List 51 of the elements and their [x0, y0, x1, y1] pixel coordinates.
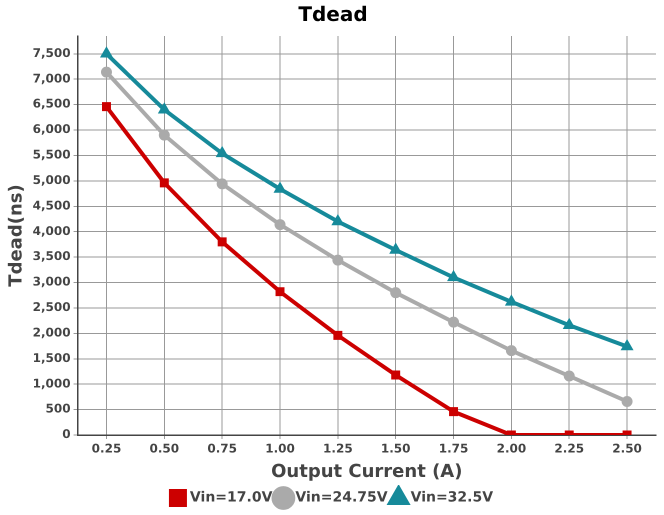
point — [100, 66, 112, 78]
point — [391, 370, 400, 380]
x-tick-label: 2.00 — [496, 441, 526, 456]
y-tick-label: 3,500 — [32, 249, 71, 264]
point — [564, 370, 575, 382]
y-axis-title: Tdead(ns) — [5, 184, 26, 287]
point — [160, 178, 169, 188]
y-tick-label: 4,500 — [32, 198, 71, 212]
x-tick-label: 0.75 — [207, 441, 237, 456]
y-tick-label: 0 — [62, 427, 71, 442]
point — [449, 407, 458, 416]
x-tick-label: 2.50 — [612, 441, 642, 456]
x-tick-label: 0.50 — [150, 441, 180, 456]
x-tick-label: 0.25 — [92, 441, 122, 456]
y-tick-label: 3,000 — [32, 274, 71, 289]
x-tick-label: 1.00 — [265, 441, 295, 456]
point — [622, 396, 633, 407]
point — [506, 345, 517, 356]
y-tick-label: 5,500 — [32, 148, 71, 162]
y-tick-label: 1,000 — [32, 376, 71, 390]
legend-label: Vin=32.5V — [410, 490, 494, 506]
point — [390, 287, 402, 298]
y-tick-label: 2,500 — [32, 300, 71, 314]
y-tick-label: 7,000 — [32, 71, 71, 86]
y-tick-label: 1,500 — [32, 350, 71, 365]
x-axis-title: Output Current (A) — [271, 460, 462, 482]
point — [276, 287, 284, 296]
x-tick-label: 1.75 — [438, 441, 468, 456]
y-tick-label: 4,000 — [32, 224, 71, 238]
point — [390, 244, 401, 254]
y-tick-label: 6,500 — [32, 96, 71, 111]
x-tick-label: 2.25 — [554, 441, 584, 456]
y-tick-label: 5,000 — [32, 172, 71, 187]
point — [218, 237, 227, 246]
y-tick-label: 2,000 — [32, 325, 71, 340]
point — [333, 330, 342, 340]
point — [102, 102, 111, 112]
x-tick-label: 1.50 — [380, 441, 411, 456]
point — [448, 316, 460, 328]
legend-label: Vin=17.0V — [190, 490, 273, 506]
point — [216, 178, 228, 190]
y-tick-label: 6,000 — [32, 122, 71, 136]
chart-title: Tdead — [298, 2, 368, 26]
point — [274, 219, 286, 230]
y-tick-label: 7,500 — [32, 46, 71, 60]
legend-label: Vin=24.75V — [295, 490, 388, 506]
point — [274, 183, 286, 193]
point — [158, 130, 170, 141]
y-tick-label: 500 — [45, 402, 71, 416]
point — [332, 254, 344, 266]
x-tick-label: 1.25 — [323, 441, 353, 456]
